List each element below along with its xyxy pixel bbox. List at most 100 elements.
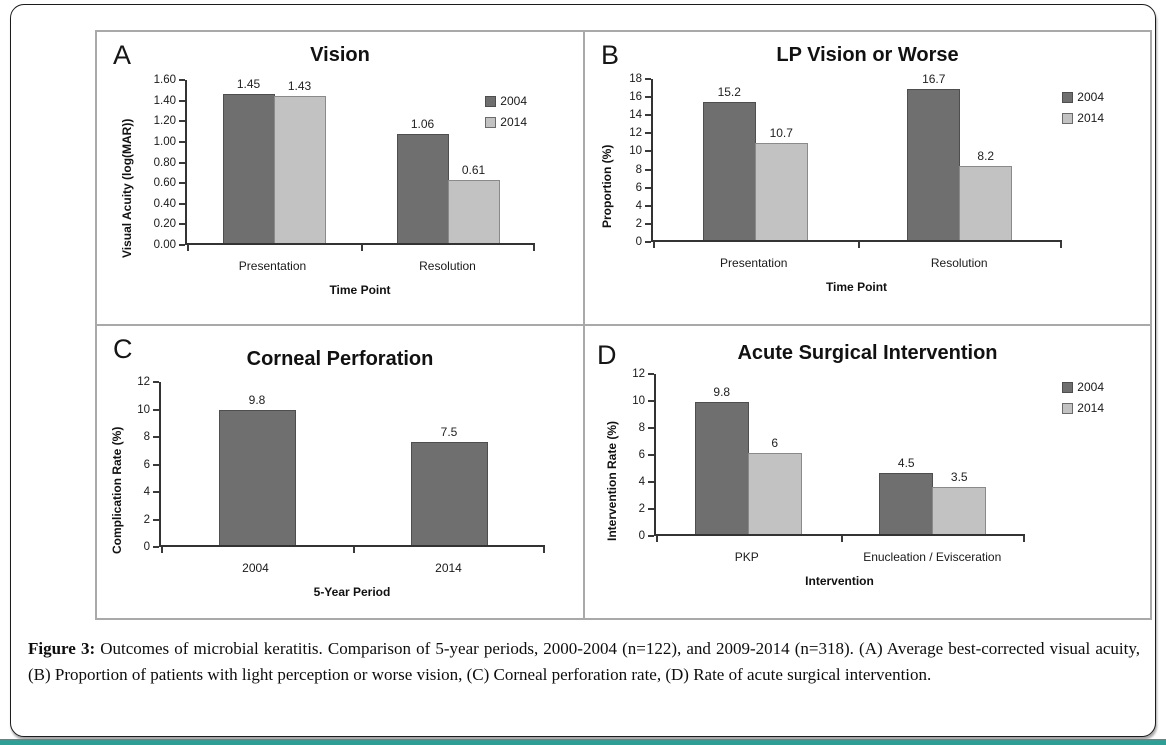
plot-area: 1.45 1.43 1.06 0.61 bbox=[185, 77, 535, 251]
bar-value-label: 6 bbox=[771, 436, 779, 450]
bar-value-label: 16.7 bbox=[922, 71, 946, 86]
y-axis-ticks: 18 16 14 12 10 8 6 4 2 0 bbox=[629, 73, 642, 248]
footer-brand-bar bbox=[0, 739, 1166, 745]
bar-2004: 7.5 bbox=[410, 425, 488, 545]
panel-letter: D bbox=[597, 340, 617, 370]
bar-2004: 1.45 bbox=[222, 77, 275, 243]
legend: 2004 2014 bbox=[485, 94, 527, 129]
x-tick-mark bbox=[656, 536, 658, 542]
legend-swatch-icon bbox=[485, 116, 497, 128]
bar-group: 1.45 1.43 bbox=[187, 77, 361, 243]
legend-item: 2004 bbox=[485, 94, 527, 108]
bar-value-label: 0.61 bbox=[461, 163, 486, 178]
legend-swatch-icon bbox=[1062, 381, 1074, 393]
bar-2004: 16.7 bbox=[907, 72, 961, 240]
plot-column: 1.45 1.43 1.06 0.61 Presentation Resolution … bbox=[185, 77, 535, 297]
bar-group: 9.8 bbox=[161, 382, 353, 545]
x-tick-mark bbox=[533, 245, 535, 251]
chart-area: Visual Acuity (log(MAR)) 1.60 1.40 1.20 1.0… bbox=[97, 74, 583, 297]
legend-item: 2014 bbox=[1062, 111, 1104, 125]
x-axis-label: Time Point bbox=[825, 280, 888, 294]
bar-value-label: 9.8 bbox=[248, 393, 266, 408]
category-label: PKP bbox=[734, 550, 759, 564]
x-tick-mark bbox=[161, 547, 163, 553]
category-label: 2004 bbox=[242, 561, 269, 575]
chart-area: Intervention Rate (%) 12 10 8 6 4 2 0 9.8 6 4.5 3… bbox=[585, 368, 1150, 588]
y-axis-ticks: 12 10 8 6 4 2 0 bbox=[632, 368, 645, 542]
bar-2004: 4.5 bbox=[879, 456, 934, 534]
bar-2014: 0.61 bbox=[447, 163, 500, 243]
legend-item: 2004 bbox=[1062, 90, 1104, 104]
chart-title: LP Vision or Worse bbox=[776, 44, 959, 66]
chart-grid: A Vision Visual Acuity (log(MAR)) 1.60 1.… bbox=[95, 30, 1152, 620]
y-axis-label: Proportion (%) bbox=[600, 144, 614, 229]
bar-group: 4.5 3.5 bbox=[841, 374, 1026, 534]
x-tick-mark bbox=[653, 242, 655, 248]
panel-acute-surgical: D Acute Surgical Intervention Interventi… bbox=[583, 324, 1150, 618]
bar-value-label: 1.45 bbox=[236, 76, 261, 91]
panel-letter: A bbox=[113, 40, 132, 70]
legend-item: 2014 bbox=[485, 115, 527, 129]
bar-2004: 9.8 bbox=[218, 393, 296, 545]
chart-title: Acute Surgical Intervention bbox=[737, 342, 998, 364]
bar-value-label: 7.5 bbox=[440, 424, 458, 439]
y-axis-label: Complication Rate (%) bbox=[110, 426, 124, 555]
y-axis-label: Visual Acuity (log(MAR)) bbox=[120, 118, 134, 259]
category-label: Resolution bbox=[419, 259, 476, 273]
bar-group: 16.7 8.2 bbox=[858, 72, 1063, 240]
panel-lp-vision: B LP Vision or Worse Proportion (%) 18 16… bbox=[583, 32, 1150, 324]
x-tick-mark bbox=[1023, 536, 1025, 542]
bar-2014: 8.2 bbox=[959, 149, 1013, 240]
chart-title: Corneal Perforation bbox=[246, 348, 434, 370]
bar-2014: 10.7 bbox=[754, 126, 808, 240]
panel-corneal-perforation: C Corneal Perforation Complication Rate … bbox=[97, 324, 583, 618]
plot-area: 15.2 10.7 16.7 8.2 bbox=[651, 72, 1063, 248]
legend: 2004 2014 bbox=[1062, 380, 1104, 415]
bar-value-label: 8.2 bbox=[977, 148, 995, 163]
x-tick-mark bbox=[1060, 242, 1062, 248]
bar-value-label: 3.5 bbox=[950, 469, 968, 484]
x-axis-label: Intervention bbox=[805, 574, 874, 588]
panel-letter: C bbox=[113, 334, 133, 364]
x-category-labels: PKP Enucleation / Evisceration bbox=[654, 550, 1025, 564]
bar-group: 15.2 10.7 bbox=[653, 79, 858, 240]
x-tick-mark bbox=[857, 242, 860, 248]
legend: 2004 2014 bbox=[1062, 90, 1104, 125]
legend-item: 2004 bbox=[1062, 380, 1104, 394]
bar-value-label: 15.2 bbox=[717, 85, 741, 100]
bar-group: 9.8 6 bbox=[656, 374, 841, 534]
y-axis-ticks: 12 10 8 6 4 2 0 bbox=[137, 376, 150, 553]
x-tick-mark bbox=[361, 245, 363, 251]
caption-text: Outcomes of microbial keratitis. Compari… bbox=[28, 639, 1140, 685]
category-label: Resolution bbox=[930, 256, 988, 270]
x-category-labels: 2004 2014 bbox=[159, 561, 545, 575]
plot-column: 9.8 6 4.5 3.5 PKP Enucleation / Evisceration… bbox=[654, 374, 1025, 588]
legend-item: 2014 bbox=[1062, 401, 1104, 415]
plot-area: 9.8 7.5 bbox=[159, 382, 545, 553]
x-tick-mark bbox=[187, 245, 189, 251]
panel-vision: A Vision Visual Acuity (log(MAR)) 1.60 1.… bbox=[97, 32, 583, 324]
legend-swatch-icon bbox=[1062, 112, 1074, 124]
y-axis-ticks: 1.60 1.40 1.20 1.00 0.80 0.60 0.40 0.20 0.00 bbox=[153, 74, 176, 251]
plot-column: 9.8 7.5 2004 2014 5-Year Period bbox=[159, 382, 545, 599]
category-label: Enucleation / Evisceration bbox=[863, 550, 1002, 564]
bar-2014: 3.5 bbox=[932, 470, 987, 534]
legend-label: 2004 bbox=[1077, 380, 1104, 394]
x-category-labels: Presentation Resolution bbox=[651, 256, 1062, 270]
legend-label: 2014 bbox=[1077, 401, 1104, 415]
y-axis-label: Intervention Rate (%) bbox=[605, 421, 619, 542]
legend-swatch-icon bbox=[1062, 91, 1074, 103]
bar-group: 7.5 bbox=[353, 382, 545, 545]
x-tick-mark bbox=[840, 536, 843, 542]
category-label: Presentation bbox=[720, 256, 788, 270]
x-tick-mark bbox=[543, 547, 545, 553]
bar-2004: 1.06 bbox=[396, 117, 449, 243]
legend-swatch-icon bbox=[1062, 402, 1074, 414]
legend-label: 2004 bbox=[1077, 90, 1104, 104]
bar-2014: 1.43 bbox=[273, 79, 326, 243]
plot-area: 9.8 6 4.5 3.5 bbox=[654, 374, 1026, 542]
panel-letter: B bbox=[601, 40, 620, 70]
chart-area: Complication Rate (%) 12 10 8 6 4 2 0 9.8 7.5 2… bbox=[97, 376, 583, 599]
legend-label: 2014 bbox=[500, 115, 527, 129]
